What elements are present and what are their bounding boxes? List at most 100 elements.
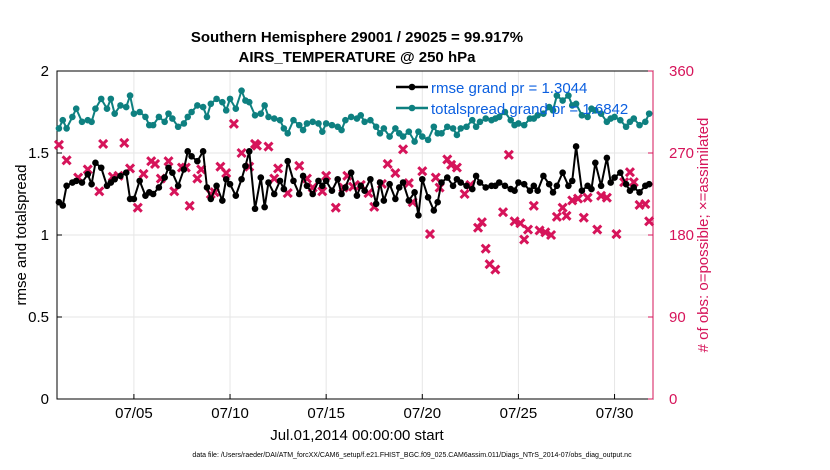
rmse-point (607, 179, 615, 186)
totalspread-point (534, 111, 541, 119)
rmse-point (438, 179, 445, 186)
x-axis: 07/05 07/10 07/15 07/20 07/25 07/30 (115, 394, 633, 422)
totalspread-point (270, 115, 278, 122)
rmse-point (578, 187, 586, 195)
rmse-point (284, 157, 292, 165)
rmse-point (322, 177, 330, 185)
rmse-point (545, 180, 553, 188)
x-tick-label: 07/20 (404, 405, 442, 422)
rmse-point (117, 172, 124, 180)
obs-assimilated-point (403, 178, 414, 189)
totalspread-point (136, 108, 143, 116)
totalspread-point (219, 98, 226, 106)
rmse-point (342, 184, 349, 191)
x-tick-label: 07/05 (115, 405, 153, 422)
legend-spread-marker (408, 104, 416, 112)
rmse-point (194, 157, 201, 165)
y2-tick-label: 90 (669, 309, 686, 326)
totalspread-point (468, 116, 476, 124)
rmse-point (328, 187, 336, 195)
obs-assimilated-point (163, 156, 174, 167)
totalspread-point (63, 125, 70, 132)
rmse-point (540, 172, 547, 180)
totalspread-point (245, 98, 253, 106)
y-tick-label: 0.5 (28, 309, 49, 326)
totalspread-point (457, 125, 465, 132)
totalspread-point (367, 116, 374, 124)
totalspread-point (280, 125, 288, 132)
totalspread-point (597, 110, 605, 117)
rmse-point (290, 177, 297, 185)
rmse-point (468, 185, 476, 193)
totalspread-point (376, 130, 384, 137)
totalspread-point (111, 110, 118, 117)
totalspread-point (265, 113, 272, 121)
totalspread-point (69, 113, 76, 121)
totalspread-point (611, 113, 618, 121)
obs-assimilated-point (561, 210, 572, 221)
totalspread-point (295, 121, 303, 129)
totalspread-point (584, 113, 591, 121)
totalspread-point (203, 113, 211, 121)
totalspread-point (232, 105, 240, 113)
totalspread-point (515, 120, 522, 127)
totalspread-point (622, 123, 630, 131)
rmse-point (78, 179, 86, 186)
legend-rmse-label: rmse grand pr = 1.3044 (431, 80, 587, 97)
totalspread-point (338, 126, 345, 134)
rmse-point (476, 179, 484, 186)
totalspread-point (572, 100, 580, 108)
rmse-point (463, 182, 470, 190)
totalspread-point (418, 133, 426, 140)
obs-assimilated-point (94, 186, 105, 197)
y-tick-label: 1.5 (28, 145, 49, 162)
obs-assimilated-point (221, 167, 232, 179)
rmse-point (449, 182, 457, 190)
totalspread-point (299, 126, 307, 134)
rmse-point (165, 164, 172, 172)
obs-assimilated-point (459, 188, 470, 200)
totalspread-point (476, 118, 484, 126)
x-tick-label: 07/30 (596, 405, 634, 422)
totalspread-point (405, 128, 413, 135)
rmse-point (72, 177, 80, 185)
totalspread-point (78, 118, 86, 126)
totalspread-point (645, 110, 653, 117)
obs-assimilated-point (132, 202, 143, 213)
totalspread-point (415, 128, 422, 135)
rmse-point (501, 182, 509, 190)
totalspread-point (194, 102, 201, 109)
obs-assimilated-point (497, 207, 509, 218)
totalspread-point (180, 120, 188, 127)
totalspread-point (303, 120, 311, 127)
rmse-point (219, 197, 226, 204)
rmse-point (245, 148, 253, 155)
legend-spread-label: totalspread grand pr = 1.6842 (431, 101, 628, 118)
totalspread-point (130, 110, 138, 117)
rmse-point (161, 174, 168, 181)
totalspread-point (578, 111, 586, 119)
y-axis-label: rmse and totalspread (13, 165, 30, 306)
rmse-point (597, 182, 605, 190)
rmse-point (457, 179, 465, 186)
rmse-point (361, 187, 368, 195)
rmse-point (257, 174, 265, 181)
totalspread-point (276, 116, 284, 124)
obs-assimilated-point (138, 168, 149, 180)
totalspread-point (261, 102, 268, 109)
totalspread-point (453, 131, 461, 139)
totalspread-point (482, 115, 490, 122)
obs-assimilated-point (644, 216, 655, 227)
totalspread-point (559, 97, 566, 104)
rmse-point (130, 195, 138, 203)
totalspread-point (309, 118, 317, 126)
totalspread-point (92, 105, 99, 113)
totalspread-point (238, 87, 245, 94)
rmse-point (242, 162, 249, 170)
totalspread-series (55, 87, 653, 145)
rmse-point (376, 179, 384, 186)
rmse-point (280, 185, 288, 193)
rmse-point (303, 182, 311, 190)
obs-assimilated-point (515, 218, 526, 229)
totalspread-point (472, 123, 480, 131)
